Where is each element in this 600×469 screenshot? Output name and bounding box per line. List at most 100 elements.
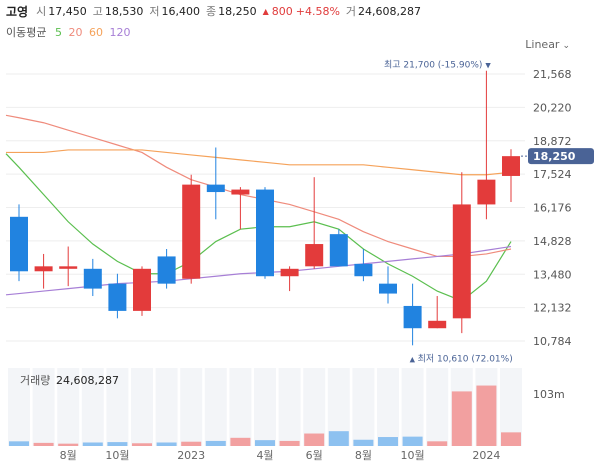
volume-bar [501, 432, 521, 446]
candle-body [59, 266, 78, 269]
candlesticks [10, 70, 520, 346]
volume-panel-value: 24,608,287 [56, 374, 119, 387]
moving-average-lines [5, 114, 512, 302]
volume-bar [132, 443, 152, 446]
candle-body [256, 189, 274, 277]
candle-body [305, 244, 324, 267]
candle-body [403, 305, 422, 329]
volume-bar [181, 441, 202, 446]
chart-annotations: 최고 21,700 (-15.90%) ▼ ▲ 최저 10,610 (72.01%) [384, 60, 513, 365]
scale-dropdown[interactable]: Linear ⌄ [525, 38, 570, 51]
volume-background-column [8, 368, 30, 446]
price-tick-label: 14,828 [533, 235, 572, 248]
candle-body [206, 184, 225, 193]
close-value: 18,250 [218, 4, 257, 18]
price-axis: 21,568 20,220 18,872 17,524 16,176 14,828 13,4… [533, 68, 572, 401]
volume-panel-label: 거래량 [20, 374, 50, 387]
ma-legend-item-5[interactable]: 5 [54, 26, 62, 39]
volume-background-columns [8, 368, 522, 446]
candle-body [354, 263, 373, 277]
volume-bars [9, 385, 521, 446]
ma-line-60 [6, 149, 512, 176]
candle-body [428, 320, 447, 329]
candle-body [379, 283, 397, 294]
volume-background-column [180, 368, 203, 446]
candle-body [34, 266, 53, 272]
volume-background-column [32, 368, 55, 446]
current-price-label: 18,250 [533, 150, 576, 163]
date-tick-label: 4월 [256, 449, 273, 462]
low-value: 16,400 [161, 4, 200, 18]
ma-legend-item-60[interactable]: 60 [88, 26, 103, 39]
volume-bar [279, 440, 300, 446]
price-tick-label: 13,480 [533, 268, 572, 281]
min-price-annotation: 최저 10,610 (72.01%) [418, 353, 513, 364]
volume-background-column [254, 368, 276, 446]
max-price-annotation: 최고 21,700 (-15.90%) [384, 60, 482, 71]
ma-legend-item-120[interactable]: 120 [109, 26, 131, 39]
volume-background-column [327, 368, 350, 446]
volume-background-column [106, 368, 129, 446]
date-tick-label: 10월 [401, 449, 425, 462]
candle-body [157, 256, 176, 284]
change-value: 800 [271, 4, 293, 18]
volume-bar [205, 440, 226, 446]
volume-label: 거 [345, 5, 357, 18]
volume-background-column [57, 368, 80, 446]
open-value: 17,450 [48, 4, 87, 18]
date-tick-label: 8월 [355, 449, 372, 462]
candle-body [231, 189, 250, 195]
price-tick-label: 17,524 [533, 168, 572, 181]
current-price-layer: 18,250 [521, 148, 594, 165]
volume-bar [255, 440, 275, 446]
volume-value: 24,608,287 [358, 4, 422, 18]
date-tick-label: 6월 [306, 449, 323, 462]
price-tick-label: 12,132 [533, 302, 572, 315]
ma-line-120 [5, 245, 512, 296]
volume-background-column [155, 368, 178, 446]
price-tick-label: 21,568 [533, 68, 572, 81]
candle-body [452, 204, 471, 319]
ma-legend-label: 이동평균 [6, 26, 47, 39]
volume-bar [353, 439, 374, 446]
volume-bar [9, 441, 29, 446]
candle-body [10, 216, 28, 272]
volume-background-column [131, 368, 153, 446]
ma-line-5 [5, 153, 512, 302]
volume-background-column [303, 368, 326, 446]
volume-background-column [401, 368, 424, 446]
price-tick-label: 18,872 [533, 135, 572, 148]
volume-bar [451, 391, 472, 446]
volume-background-column [426, 368, 449, 446]
price-tick-label: 20,220 [533, 101, 572, 114]
volume-background-column [81, 368, 104, 446]
volume-bar [33, 442, 54, 446]
volume-bar [230, 437, 251, 446]
volume-bar [476, 385, 497, 446]
change-up-arrow-icon: ▲ [262, 6, 269, 16]
candle-body [477, 179, 496, 205]
candle-body [182, 184, 201, 279]
stock-name: 고영 [6, 4, 29, 19]
candle-body [329, 234, 348, 267]
date-tick-label: 8월 [60, 449, 77, 462]
date-tick-label: 2023 [177, 449, 205, 462]
high-label: 고 [92, 5, 103, 18]
chevron-down-icon: ⌄ [562, 41, 570, 51]
ma-legend-item-20[interactable]: 20 [68, 26, 83, 39]
high-value: 18,530 [104, 4, 144, 18]
candle-body [502, 156, 520, 176]
low-label: 저 [149, 5, 160, 18]
candle-body [83, 268, 102, 289]
price-tick-label: 16,176 [533, 202, 572, 215]
moving-average-legend: 이동평균 5 20 60 120 [6, 24, 133, 40]
stock-summary-header: 고영 시 17,450 고 18,530 저 16,400 종 18,250 ▲… [6, 0, 427, 22]
close-label: 종 [205, 5, 217, 18]
volume-background-column [204, 368, 227, 446]
date-tick-label: 2024 [472, 449, 500, 462]
volume-tick-label: 103m [533, 388, 565, 401]
volume-bar [156, 442, 177, 446]
volume-background-column [377, 368, 399, 446]
down-arrow-icon: ▼ [485, 62, 491, 70]
